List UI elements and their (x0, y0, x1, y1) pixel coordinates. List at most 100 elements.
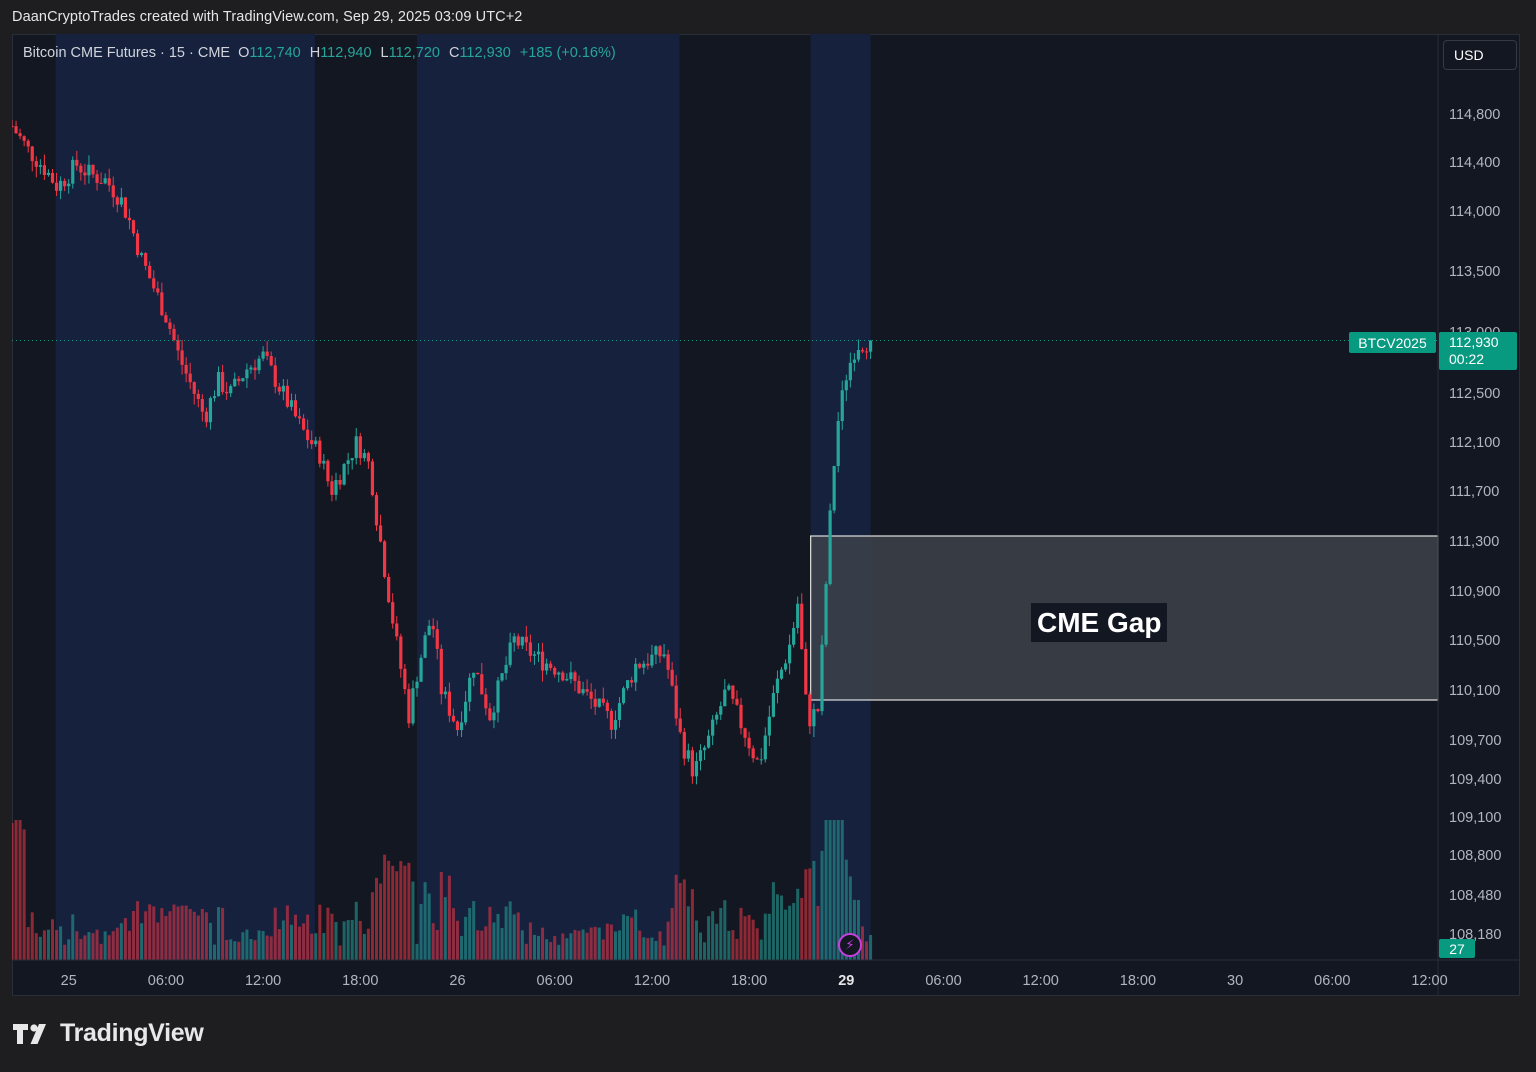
candle-body (601, 698, 605, 703)
candle-body (646, 663, 650, 666)
candle-body (650, 654, 654, 666)
candle-body (520, 636, 524, 646)
volume-bar (192, 911, 196, 960)
volume-bar (626, 916, 630, 960)
candle-body (30, 146, 34, 162)
y-tick-label: 110,500 (1449, 633, 1500, 649)
candle-body (269, 356, 273, 366)
candle-body (95, 174, 99, 183)
volume-bar (650, 937, 654, 960)
candle-body (828, 510, 832, 585)
volume-bar (265, 935, 269, 960)
candle-body (350, 458, 354, 461)
price-chart[interactable]: 114,800114,400114,000113,500113,000112,5… (12, 34, 1520, 996)
candle-body (723, 689, 727, 707)
volume-bar (800, 897, 804, 960)
candle-body (735, 698, 739, 705)
volume-bar (581, 929, 585, 960)
cme-gap-label[interactable]: CME Gap (1031, 603, 1168, 642)
candle-body (435, 629, 439, 649)
volume-bar (828, 820, 832, 960)
candle-body (504, 664, 508, 674)
candle-body (192, 382, 196, 394)
volume-bar (573, 929, 577, 960)
volume-bar (771, 882, 775, 960)
volume-bar (694, 920, 698, 960)
volume-bar (346, 920, 350, 960)
candle-body (135, 233, 140, 256)
volume-bar (415, 943, 419, 960)
candle-body (277, 386, 281, 392)
candle-body (253, 367, 257, 371)
candle-body (836, 421, 840, 466)
candle-body (370, 461, 375, 496)
volume-bar (245, 929, 249, 960)
candle-body (532, 654, 537, 656)
candle-body (844, 380, 848, 391)
volume-bar (549, 942, 553, 960)
x-tick-label: 06:00 (537, 973, 573, 989)
volume-bar (208, 922, 212, 960)
candle-body (131, 220, 136, 234)
candle-body (168, 322, 172, 329)
volume-bar (492, 922, 496, 960)
candle-body (196, 393, 200, 400)
open-value: 112,740 (249, 45, 301, 61)
volume-bar (55, 929, 59, 960)
volume-bar (338, 945, 342, 960)
candle-body (383, 541, 387, 577)
volume-bar (856, 900, 860, 960)
volume-bar (14, 820, 18, 960)
candle-body (589, 691, 593, 699)
countdown-value: 00:22 (1449, 351, 1485, 367)
volume-bar (249, 939, 253, 960)
volume-bar (196, 915, 200, 960)
volume-bar (115, 927, 119, 960)
x-tick-label: 18:00 (342, 973, 378, 989)
volume-bar (419, 903, 423, 960)
volume-bar (71, 914, 75, 960)
volume-bar (95, 929, 99, 960)
candle-body (314, 440, 318, 445)
candle-body (557, 672, 561, 675)
candle-body (83, 172, 87, 176)
volume-bar (451, 908, 455, 960)
candle-body (144, 253, 148, 266)
volume-bar (99, 943, 103, 960)
volume-bar (107, 935, 111, 960)
y-tick-label: 109,700 (1449, 733, 1501, 749)
candle-body (302, 418, 306, 430)
candle-body (87, 164, 91, 176)
volume-bar (654, 940, 658, 960)
volume-bar (358, 920, 362, 960)
candle-body (626, 680, 630, 689)
volume-bar (468, 908, 472, 960)
volume-bar (642, 937, 646, 960)
volume-bar (464, 916, 468, 960)
volume-bar (699, 932, 702, 960)
candle-body (654, 646, 658, 655)
candle-body (670, 669, 674, 686)
candle-body (297, 416, 302, 419)
candle-body (694, 761, 699, 777)
volume-bar (123, 918, 127, 960)
volume-bar (362, 933, 366, 960)
high-label: H (309, 45, 321, 61)
volume-bar (172, 904, 176, 960)
volume-bar (160, 908, 164, 960)
candle-body (800, 603, 804, 649)
candle-body (763, 735, 767, 760)
volume-bar (711, 911, 715, 960)
volume-bar (484, 926, 488, 960)
candle-body (585, 689, 589, 692)
volume-bar (622, 914, 626, 960)
volume-bar (379, 883, 383, 960)
candle-body (621, 688, 626, 704)
lightning-bolt-icon[interactable]: ⚡ (838, 933, 862, 957)
volume-bar (18, 820, 22, 960)
candle-body (743, 728, 747, 738)
volume-bar (512, 914, 516, 960)
currency-button[interactable]: USD (1443, 40, 1517, 70)
tradingview-logo[interactable]: TradingView (12, 1019, 204, 1048)
symbol-badge: BTCV2025 (1349, 332, 1436, 353)
